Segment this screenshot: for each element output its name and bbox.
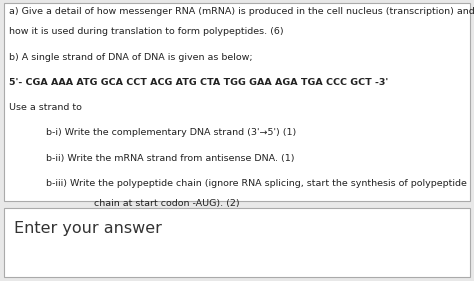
Text: b) A single strand of DNA of DNA is given as below;: b) A single strand of DNA of DNA is give…: [9, 53, 252, 62]
Text: b-i) Write the complementary DNA strand (3'→5') (1): b-i) Write the complementary DNA strand …: [46, 128, 297, 137]
Text: a) Give a detail of how messenger RNA (mRNA) is produced in the cell nucleus (tr: a) Give a detail of how messenger RNA (m…: [9, 7, 474, 16]
Text: chain at start codon -AUG). (2): chain at start codon -AUG). (2): [94, 199, 239, 208]
FancyBboxPatch shape: [4, 208, 470, 277]
FancyBboxPatch shape: [4, 3, 470, 201]
Text: b-ii) Write the mRNA strand from antisense DNA. (1): b-ii) Write the mRNA strand from antisen…: [46, 154, 295, 163]
Text: b-iii) Write the polypeptide chain (ignore RNA splicing, start the synthesis of : b-iii) Write the polypeptide chain (igno…: [46, 179, 467, 188]
Text: Enter your answer: Enter your answer: [14, 221, 162, 235]
Text: how it is used during translation to form polypeptides. (6): how it is used during translation to for…: [9, 27, 283, 36]
Text: 5'- CGA AAA ATG GCA CCT ACG ATG CTA TGG GAA AGA TGA CCC GCT -3': 5'- CGA AAA ATG GCA CCT ACG ATG CTA TGG …: [9, 78, 388, 87]
Text: Use a strand to: Use a strand to: [9, 103, 82, 112]
